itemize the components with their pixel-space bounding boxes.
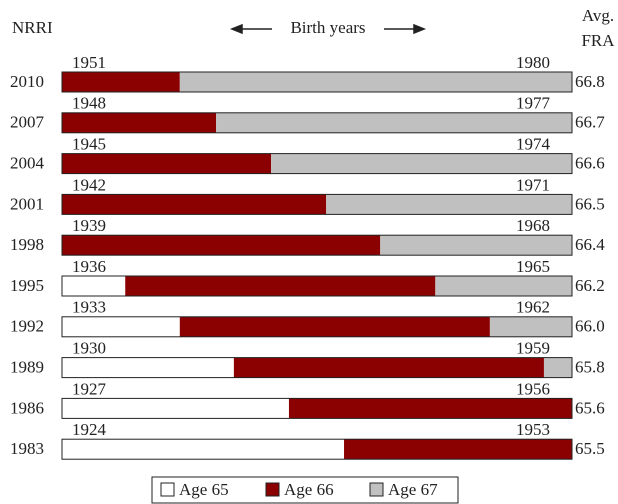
start-year: 1930 xyxy=(72,339,106,358)
end-year: 1962 xyxy=(516,298,550,317)
end-year: 1980 xyxy=(516,53,550,72)
row-label: 2004 xyxy=(10,154,45,173)
bar-segment xyxy=(62,112,217,133)
bar-segment xyxy=(62,316,180,337)
fra-label: 66.8 xyxy=(575,72,605,91)
start-year: 1927 xyxy=(72,379,107,398)
bar-segment xyxy=(62,276,126,296)
legend-label: Age 65 xyxy=(179,480,229,499)
bar-outline xyxy=(61,397,573,419)
row-label: 1983 xyxy=(10,439,44,458)
bar-outline xyxy=(61,153,573,175)
bar-outline xyxy=(61,316,573,338)
bar-segment xyxy=(62,72,180,92)
bar-segment xyxy=(125,276,436,296)
start-year: 1939 xyxy=(72,216,106,235)
bar-segment xyxy=(62,194,327,215)
bar-segment xyxy=(435,276,573,296)
start-year: 1945 xyxy=(72,135,106,154)
end-year: 1956 xyxy=(516,379,550,398)
right-title: Avg. xyxy=(582,6,614,25)
bar-segment xyxy=(288,398,572,419)
row-label: 2001 xyxy=(10,194,44,213)
bar-outline xyxy=(61,357,573,379)
bar-segment xyxy=(62,398,289,419)
fra-label: 66.0 xyxy=(575,317,605,336)
legend-label: Age 67 xyxy=(388,480,438,499)
bar-segment xyxy=(179,72,572,92)
bar-segment xyxy=(489,316,572,337)
start-year: 1951 xyxy=(72,53,106,72)
row-label: 1989 xyxy=(10,358,44,377)
row-label: 2007 xyxy=(10,113,45,132)
fra-label: 66.4 xyxy=(575,235,605,254)
start-year: 1936 xyxy=(72,257,106,276)
bar-segment xyxy=(62,439,345,460)
end-year: 1968 xyxy=(516,216,550,235)
end-year: 1965 xyxy=(516,257,550,276)
bar-segment xyxy=(216,112,572,133)
end-year: 1977 xyxy=(516,94,551,113)
legend-swatch xyxy=(160,482,175,497)
fra-label: 66.2 xyxy=(575,276,605,295)
bar-segment xyxy=(233,357,544,378)
legend-swatch xyxy=(265,482,280,497)
fra-label: 66.6 xyxy=(575,154,605,173)
bar-outline xyxy=(61,234,573,256)
legend-swatch xyxy=(369,482,384,497)
fra-label: 66.5 xyxy=(575,194,605,213)
bar-segment xyxy=(62,235,381,256)
bar-segment xyxy=(326,194,572,215)
end-year: 1959 xyxy=(516,339,550,358)
row-label: 1995 xyxy=(10,276,44,295)
end-year: 1971 xyxy=(516,175,550,194)
legend-label: Age 66 xyxy=(284,480,334,499)
start-year: 1924 xyxy=(72,420,107,439)
end-year: 1953 xyxy=(516,420,550,439)
bar-outline xyxy=(61,438,573,460)
bar-segment xyxy=(62,357,234,378)
center-title: Birth years xyxy=(290,18,365,37)
bar-outline xyxy=(61,193,573,215)
row-axis-title: NRRI xyxy=(12,18,53,37)
bar-segment xyxy=(543,357,572,378)
row-label: 2010 xyxy=(10,72,44,91)
bar-outline xyxy=(61,275,573,297)
end-year: 1974 xyxy=(516,135,551,154)
start-year: 1948 xyxy=(72,94,106,113)
start-year: 1933 xyxy=(72,298,106,317)
row-label: 1992 xyxy=(10,317,44,336)
bar-outline xyxy=(61,71,573,93)
row-label: 1998 xyxy=(10,235,44,254)
bar-segment xyxy=(344,439,572,460)
start-year: 1942 xyxy=(72,175,106,194)
bar-segment xyxy=(179,316,490,337)
fra-label: 65.6 xyxy=(575,398,605,417)
fra-label: 65.8 xyxy=(575,358,605,377)
row-label: 1986 xyxy=(10,398,44,417)
right-title: FRA xyxy=(581,31,615,50)
arrows xyxy=(229,23,427,35)
fra-label: 66.7 xyxy=(575,113,605,132)
bar-segment xyxy=(380,235,572,256)
bar-segment xyxy=(271,153,572,174)
bar-segment xyxy=(62,153,272,174)
legend-box xyxy=(151,476,459,504)
fra-label: 65.5 xyxy=(575,439,605,458)
bar-outline xyxy=(61,112,573,134)
